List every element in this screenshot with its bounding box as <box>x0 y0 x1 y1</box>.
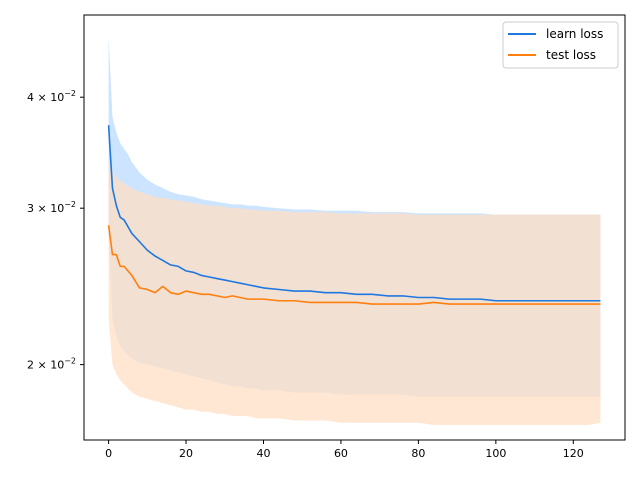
line-test-loss <box>107 225 601 305</box>
y-tick-label: 2 × 10−2 <box>27 357 76 372</box>
confidence-bands <box>108 36 601 426</box>
x-tick-label: 0 <box>105 447 112 460</box>
y-axis: 2 × 10−2 3 × 10−2 4 × 10−2 <box>27 89 84 372</box>
x-tick-label: 40 <box>256 447 270 460</box>
x-tick-label: 120 <box>563 447 584 460</box>
line-learn-loss <box>107 125 601 302</box>
x-tick-label: 100 <box>485 447 506 460</box>
series-lines <box>107 125 601 305</box>
legend-label: learn loss <box>546 27 603 41</box>
plot-area-frame <box>83 14 626 441</box>
x-axis: 0 20 40 60 80 100 120 <box>105 440 584 460</box>
x-tick-label: 80 <box>411 447 425 460</box>
legend: learn loss test loss <box>502 21 619 69</box>
y-tick-label: 4 × 10−2 <box>27 89 76 104</box>
x-tick-label: 20 <box>179 447 193 460</box>
x-tick-label: 60 <box>334 447 348 460</box>
legend-label: test loss <box>546 48 596 62</box>
y-tick-label: 3 × 10−2 <box>27 200 76 215</box>
band-test-loss <box>108 159 601 426</box>
